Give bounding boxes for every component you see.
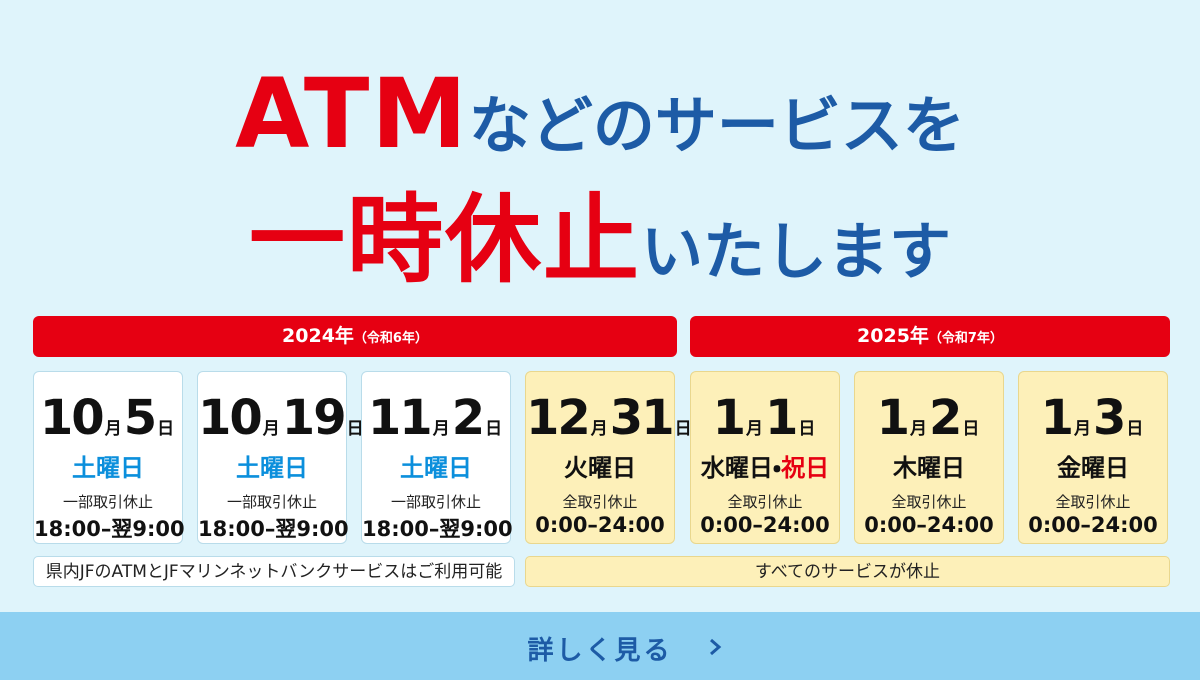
day: 2 <box>929 390 962 446</box>
day-unit: 日 <box>157 419 175 439</box>
headline-part: ATM <box>235 58 469 170</box>
month-unit: 月 <box>432 419 450 439</box>
month-unit: 月 <box>746 419 763 439</box>
weekday-part: 祝日 <box>781 454 830 482</box>
weekday-part: 火曜日 <box>564 454 636 482</box>
date: 1 月3 日 <box>1019 390 1167 446</box>
suspension-note: 全取引休止 <box>562 493 638 511</box>
date-card: 1 月2 日木曜日全取引休止 0:00–24:00 <box>854 371 1004 544</box>
suspension-time: 0:00–24:00 <box>1028 513 1158 537</box>
year-bar: 2024年（令和6年） <box>33 316 677 357</box>
month: 10 <box>39 390 105 446</box>
day-unit: 日 <box>962 419 980 439</box>
weekday-part: 金曜日 <box>1057 454 1129 482</box>
date: 10 月5 日 <box>34 390 182 446</box>
date: 11 月2 日 <box>362 390 510 446</box>
suspension-time: 18:00–翌9:00 <box>34 517 185 541</box>
weekday: 木曜日 <box>855 448 1003 483</box>
button-label[interactable]: 詳しく見る <box>527 636 673 666</box>
date-card: 10 月19 日土曜日一部取引休止 18:00–翌9:00 <box>197 371 364 544</box>
month-unit: 月 <box>262 419 280 439</box>
suspension-note: 全取引休止 <box>1055 493 1131 511</box>
weekday-part: 水曜日・ <box>700 454 782 482</box>
month: 11 <box>367 390 433 446</box>
day: 19 <box>281 390 347 446</box>
headline-line2: 一時休止いたします <box>0 162 1200 301</box>
weekday-part: 土曜日 <box>72 454 144 482</box>
date-card: 1 月3 日金曜日全取引休止 0:00–24:00 <box>1018 371 1168 544</box>
date: 12 月31 日 <box>526 390 692 446</box>
date: 1 月1 日 <box>691 390 839 446</box>
day: 5 <box>123 390 157 446</box>
suspension-time: 0:00–24:00 <box>700 513 830 537</box>
date: 10 月19 日 <box>198 390 364 446</box>
suspension-note: 一部取引休止 <box>62 493 153 511</box>
date-card: 10 月5 日土曜日 一部取引休止 18:00–翌9:00 <box>33 371 185 544</box>
suspension-time: 18:00–翌9:00 <box>198 517 349 541</box>
day-unit: 日 <box>798 419 816 439</box>
weekday: 水曜日・祝日 <box>691 448 839 483</box>
weekday-part: 土曜日 <box>400 454 472 482</box>
month-unit: 月 <box>104 419 122 439</box>
weekday: 土曜日 <box>34 448 182 483</box>
suspension-note: 全取引休止 <box>891 493 967 511</box>
suspension-note: 一部取引休止 <box>226 493 317 511</box>
day: 1 <box>765 390 798 446</box>
chevron-icon[interactable] <box>707 637 723 657</box>
date-card: 12 月31 日火曜日全取引休止 0:00–24:00 <box>525 371 692 544</box>
day: 31 <box>609 390 675 446</box>
suspension-time: 0:00–24:00 <box>535 513 665 537</box>
weekday: 金曜日 <box>1019 448 1167 483</box>
date-card: 1 月1 日水曜日・祝日 全取引休止 0:00–24:00 <box>690 371 840 544</box>
suspension-note: 一部取引休止 <box>390 493 481 511</box>
month: 12 <box>526 390 591 446</box>
suspension-time: 18:00–翌9:00 <box>362 517 513 541</box>
suspension-note: 全取引休止 <box>727 493 803 511</box>
headline-part: などのサービスを <box>468 89 965 162</box>
day-unit: 日 <box>485 419 503 439</box>
month: 1 <box>876 390 910 446</box>
year: 2024年 <box>282 325 354 347</box>
day-unit: 日 <box>1126 419 1144 439</box>
date-card: 11 月2 日土曜日 一部取引休止 18:00–翌9:00 <box>361 371 513 544</box>
month-unit: 月 <box>590 419 608 439</box>
day-unit: 日 <box>674 419 692 439</box>
headline-part: 一時休止 <box>248 184 641 296</box>
date: 1 月2 日 <box>855 390 1003 446</box>
year: 2025年 <box>857 325 929 347</box>
year-bar: 2025年（令和7年） <box>690 316 1170 357</box>
weekday: 火曜日 <box>526 448 674 483</box>
weekday: 土曜日 <box>362 448 510 483</box>
day: 3 <box>1093 390 1126 446</box>
month: 1 <box>1040 390 1074 446</box>
weekday: 土曜日 <box>198 448 346 483</box>
weekday-part: 土曜日 <box>236 454 308 482</box>
month: 10 <box>198 390 263 446</box>
headline-line1: ATMなどのサービスを <box>0 58 1200 170</box>
weekday-part: 木曜日 <box>893 454 965 482</box>
headline-part: いたします <box>640 215 951 288</box>
note: 県内JFのATMとJFマリンネットバンクサービスはご利用可能 <box>33 556 515 587</box>
note: すべてのサービスが休止 <box>525 556 1170 587</box>
suspension-time: 0:00–24:00 <box>864 513 994 537</box>
details-button[interactable]: 詳しく見る <box>0 612 1200 680</box>
month: 1 <box>712 390 746 446</box>
day-unit: 日 <box>346 419 364 439</box>
era: （令和6年） <box>353 331 428 346</box>
month-unit: 月 <box>910 419 927 439</box>
month-unit: 月 <box>1074 419 1091 439</box>
day: 2 <box>451 390 485 446</box>
era: （令和7年） <box>928 331 1003 346</box>
